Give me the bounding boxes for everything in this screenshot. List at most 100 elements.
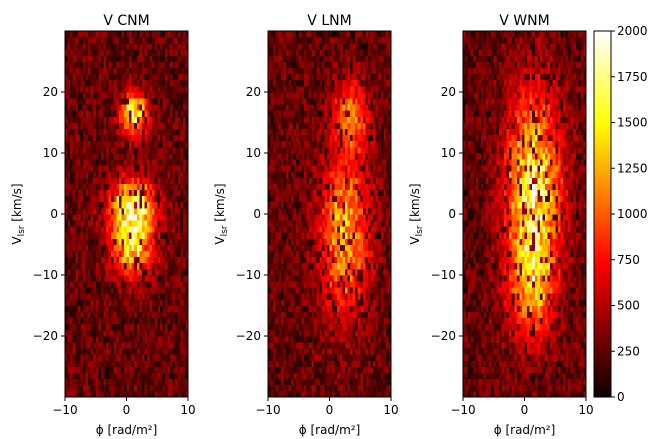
heatmap-cell [116, 281, 120, 288]
heatmap-cell [342, 244, 346, 251]
heatmap-cell [70, 250, 74, 258]
heatmap-cell [139, 268, 143, 276]
heatmap-cell [111, 55, 115, 62]
heatmap-cell [65, 31, 68, 38]
heatmap-cell [314, 323, 318, 331]
heatmap-cell [157, 116, 161, 123]
heatmap-cell [314, 195, 318, 203]
heatmap-cell [80, 140, 84, 148]
heatmap-cell [268, 116, 271, 123]
heatmap-cell [75, 73, 79, 81]
heatmap-cell [106, 177, 109, 184]
heatmap-cell [344, 366, 348, 373]
heatmap-cell [332, 275, 336, 282]
heatmap-cell [180, 73, 184, 81]
heatmap-cell [293, 189, 297, 197]
heatmap-cell [136, 171, 140, 178]
heatmap-cell [67, 268, 71, 276]
heatmap-cell [159, 92, 163, 99]
heatmap-cell [337, 329, 341, 337]
heatmap-cell [296, 323, 300, 331]
heatmap-cell [311, 250, 315, 258]
heatmap-cell [319, 128, 323, 136]
heatmap-cell [306, 238, 310, 245]
heatmap-cell [355, 256, 359, 264]
heatmap-cell [291, 189, 295, 197]
heatmap-cell [121, 140, 125, 148]
heatmap-cell [291, 390, 295, 398]
heatmap-cell [280, 244, 284, 251]
heatmap-cell [321, 238, 325, 245]
heatmap-cell [285, 201, 289, 209]
heatmap-cell [177, 232, 181, 239]
heatmap-cell [347, 311, 351, 319]
heatmap-cell [350, 220, 353, 227]
heatmap-cell [152, 232, 156, 239]
heatmap-cell [98, 49, 102, 56]
heatmap-cell [342, 250, 346, 258]
heatmap-cell [90, 116, 94, 123]
heatmap-cell [159, 98, 163, 105]
heatmap-cell [149, 238, 153, 245]
heatmap-cell [170, 146, 174, 154]
heatmap-cell [311, 348, 315, 355]
heatmap-cell [283, 384, 287, 392]
heatmap-cell [344, 122, 348, 129]
heatmap-cell [141, 92, 145, 99]
heatmap-cell [278, 92, 282, 99]
heatmap-cell [162, 336, 166, 343]
heatmap-cell [144, 67, 148, 75]
heatmap-cell [118, 79, 122, 87]
heatmap-cell [164, 250, 168, 258]
heatmap-cell [88, 146, 92, 154]
heatmap-cell [296, 220, 300, 227]
heatmap-cell [172, 201, 176, 209]
heatmap-cell [273, 128, 277, 136]
heatmap-cell [70, 79, 74, 87]
heatmap-cell [326, 92, 330, 99]
heatmap-cell [149, 67, 153, 75]
heatmap-cell [172, 49, 176, 56]
heatmap-cell [347, 366, 351, 373]
heatmap-cell [88, 116, 92, 123]
heatmap-cell [139, 128, 143, 136]
heatmap-cell [332, 311, 336, 319]
heatmap-cell [329, 37, 333, 44]
heatmap-cell [288, 122, 292, 129]
heatmap-cell [141, 360, 145, 367]
heatmap-cell [311, 214, 315, 221]
heatmap-cell [147, 122, 150, 129]
heatmap-cell [339, 195, 343, 203]
heatmap-cell [141, 323, 145, 331]
heatmap-cell [100, 305, 104, 312]
heatmap-cell [291, 311, 295, 319]
heatmap-cell [306, 85, 310, 93]
heatmap-cell [355, 214, 359, 221]
heatmap-cell [147, 336, 150, 343]
heatmap-cell [159, 268, 163, 276]
heatmap-cell [126, 250, 130, 258]
heatmap-cell [80, 329, 84, 337]
heatmap-cell [324, 79, 328, 87]
heatmap-cell [319, 67, 323, 75]
heatmap-cell [75, 220, 79, 227]
heatmap-cell [162, 79, 166, 87]
heatmap-cell [280, 311, 284, 319]
heatmap-cell [273, 214, 277, 221]
heatmap-cell [303, 256, 307, 264]
heatmap-cell [108, 43, 112, 50]
heatmap-cell [113, 43, 117, 50]
heatmap-cell [67, 159, 71, 166]
heatmap-cell [185, 256, 189, 264]
heatmap-cell [136, 92, 140, 99]
heatmap-cell [278, 281, 282, 288]
heatmap-cell [131, 366, 135, 373]
heatmap-cell [131, 49, 135, 56]
heatmap-cell [116, 37, 120, 44]
heatmap-cell [339, 159, 343, 166]
heatmap-cell [111, 360, 115, 367]
heatmap-cell [268, 250, 271, 258]
heatmap-cell [288, 250, 292, 258]
heatmap-cell [291, 85, 295, 93]
heatmap-cell [159, 61, 163, 68]
